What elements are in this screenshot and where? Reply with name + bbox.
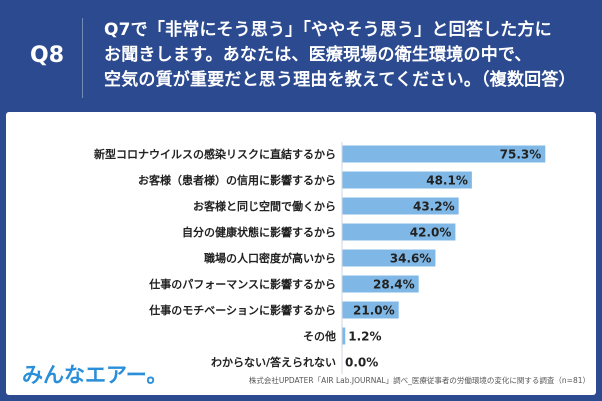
value-label: 34.6% (390, 252, 432, 266)
category-label: 職場の人口密度が高いから (204, 251, 336, 265)
question-line-3: 空気の質が重要だと思う理由を教えてください。（複数回答） (104, 70, 576, 90)
value-label: 43.2% (413, 200, 455, 214)
category-label: その他 (303, 329, 336, 343)
value-label: 42.0% (410, 226, 452, 240)
bar (342, 327, 346, 345)
category-label: わからない/答えられない (211, 355, 336, 369)
question-id: Q8 (30, 43, 65, 68)
value-label: 21.0% (353, 304, 395, 318)
category-label: お客様と同じ空間で働くから (193, 199, 336, 213)
bar (342, 223, 456, 241)
bar (342, 275, 419, 293)
header-divider (82, 18, 83, 98)
question-header: Q8 Q7で「非常にそう思う」「ややそう思う」と回答した方に お聞きします。あな… (0, 0, 602, 112)
category-label: 自分の健康状態に影響するから (182, 225, 336, 239)
value-label: 1.2% (348, 330, 381, 344)
chart-card: 新型コロナウイルスの感染リスクに直結するから 75.3% お客様（患者様）の信用に影… (6, 112, 596, 395)
category-label: 仕事のパフォーマンスに影響するから (148, 277, 336, 291)
value-label: 75.3% (500, 148, 542, 162)
bar-chart: 新型コロナウイルスの感染リスクに直結するから 75.3% お客様（患者様）の信用に影… (22, 142, 590, 387)
value-label: 48.1% (426, 174, 468, 188)
category-label: お客様（患者様）の信用に影響するから (138, 173, 336, 187)
bar (342, 249, 436, 267)
question-text: Q7で「非常にそう思う」「ややそう思う」と回答した方に お聞きします。あなたは、… (104, 18, 594, 93)
bar (342, 301, 399, 319)
category-label: 仕事のモチベーションに影響するから (148, 303, 336, 317)
question-line-1: Q7で「非常にそう思う」「ややそう思う」と回答した方に (104, 20, 552, 40)
source-note: 株式会社UPDATER「AIR Lab.JOURNAL」調べ_医療従事者の労働環… (249, 375, 590, 385)
bar (342, 171, 472, 189)
value-label: 28.4% (373, 278, 415, 292)
question-line-2: お聞きします。あなたは、医療現場の衛生環境の中で、 (104, 45, 532, 65)
value-label: 0.0% (345, 356, 378, 370)
brand-logo: みんなエアー。 (22, 363, 168, 387)
bar (342, 197, 459, 215)
bar (342, 145, 546, 163)
category-label: 新型コロナウイルスの感染リスクに直結するから (94, 147, 336, 161)
